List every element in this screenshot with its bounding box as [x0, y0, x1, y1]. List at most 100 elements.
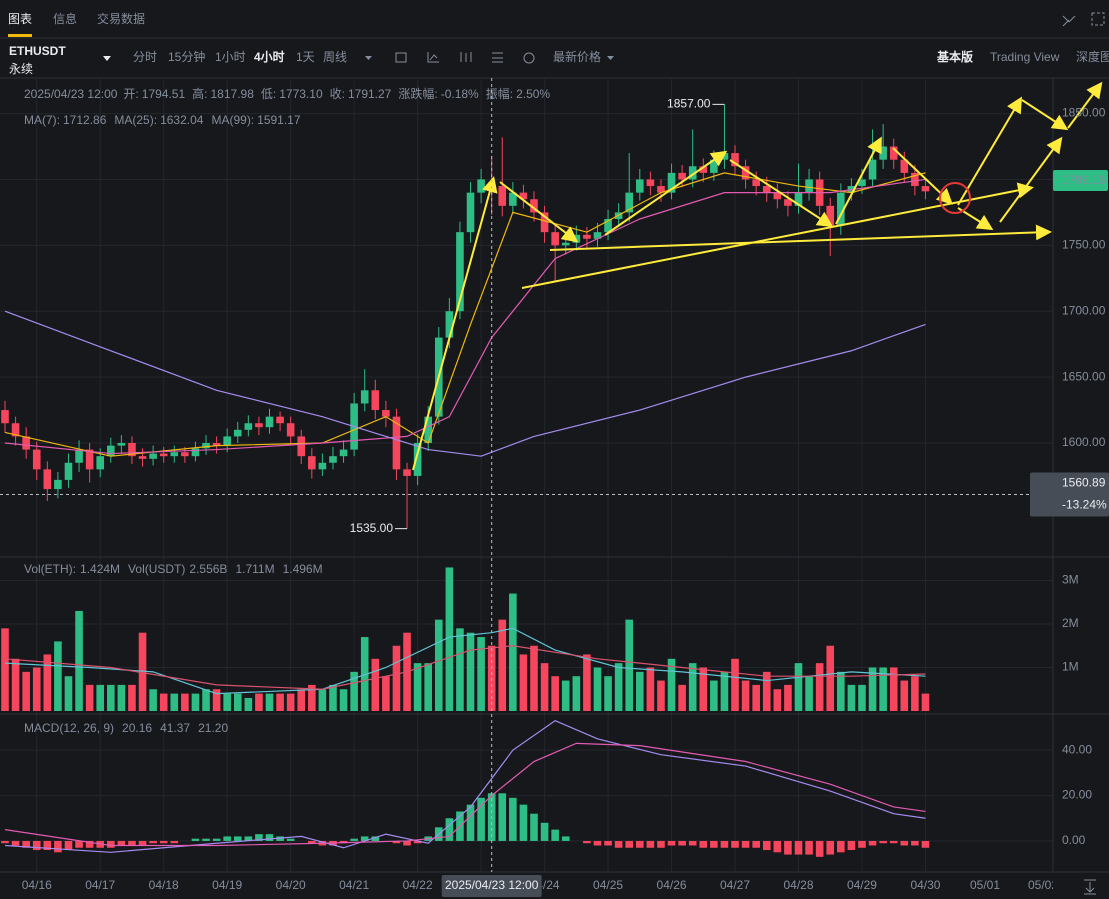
candle-body — [286, 423, 295, 437]
volume-bar — [699, 667, 708, 711]
volume-bar — [276, 693, 284, 711]
candle-body — [762, 186, 771, 193]
candle-body — [509, 192, 517, 206]
volume-bar — [233, 693, 242, 711]
volume-bar — [43, 654, 52, 711]
candle-body — [128, 442, 136, 457]
vol-key: Vol(ETH): — [24, 562, 76, 576]
interval[interactable]: 15分钟 — [168, 49, 205, 64]
candle-body — [699, 166, 708, 173]
macd-bar — [773, 840, 782, 853]
view-option[interactable]: Trading View — [990, 50, 1060, 64]
volume-bar — [445, 567, 454, 711]
volume-bar — [424, 663, 432, 711]
symbol: ETHUSDT — [9, 44, 66, 58]
macd-bar — [688, 840, 697, 846]
macd-bar — [837, 840, 845, 853]
candle-body — [43, 469, 52, 490]
x-tick-label: 04/19 — [212, 878, 242, 892]
candle-body — [445, 311, 454, 338]
interval[interactable]: 1小时 — [215, 50, 246, 64]
layout-icon[interactable] — [1091, 12, 1105, 26]
toolbar-icons[interactable] — [395, 52, 535, 64]
interval[interactable]: 1天 — [296, 50, 315, 64]
candle-body — [382, 410, 390, 417]
info-key: 振幅: — [486, 86, 513, 101]
x-tick-label: 04/21 — [339, 878, 369, 892]
macd-bar — [11, 840, 20, 846]
volume-bar — [265, 693, 274, 711]
tab[interactable]: 图表 — [8, 12, 32, 26]
view-option[interactable]: 基本版 — [936, 49, 973, 64]
volume-bar — [96, 684, 105, 711]
interval-caret[interactable] — [365, 56, 372, 60]
macd-bar — [625, 840, 634, 848]
x-tick-label: 04/27 — [720, 878, 750, 892]
candle-body — [731, 153, 739, 167]
price-type[interactable]: 最新价格 — [553, 49, 601, 64]
volume-bar — [636, 671, 644, 711]
symbol-caret[interactable] — [103, 56, 111, 61]
interval[interactable]: 周线 — [323, 50, 347, 64]
candle-body — [900, 159, 909, 173]
volume-bar — [138, 632, 147, 711]
macd-bar — [117, 840, 126, 846]
macd-bar — [805, 840, 813, 855]
info-key: 涨跌幅: — [398, 86, 437, 101]
volume-bar — [784, 684, 792, 711]
macd-bar — [85, 840, 94, 848]
volume-bar — [159, 693, 168, 711]
candle-body — [911, 172, 919, 187]
candle-body — [646, 179, 655, 187]
ma-value: 1591.17 — [257, 113, 301, 127]
macd-bar — [223, 836, 231, 841]
interval[interactable]: 分时 — [133, 50, 157, 64]
volume-bar — [741, 680, 750, 711]
volume-bar — [498, 619, 507, 711]
volume-bar — [509, 593, 517, 711]
macd-bar — [889, 840, 898, 844]
candle-body — [149, 453, 157, 459]
candle-body — [519, 192, 528, 200]
tab[interactable]: 交易数据 — [97, 11, 145, 26]
axis-settings-icon[interactable] — [1084, 879, 1096, 895]
interval[interactable]: 4小时 — [254, 49, 285, 64]
volume-bar — [181, 693, 189, 711]
candle-body — [794, 192, 803, 206]
candle-body — [593, 232, 602, 239]
candle-body — [54, 479, 62, 490]
candle-body — [889, 146, 898, 160]
candle-body — [32, 449, 41, 470]
candle-body — [477, 179, 485, 193]
volume-bar — [434, 619, 443, 711]
candle-body — [583, 234, 591, 239]
collapse-icon[interactable] — [1062, 15, 1076, 27]
macd-bar — [308, 840, 316, 844]
candle-body — [371, 390, 380, 411]
volume-bar — [202, 689, 210, 711]
info-value: 2.50% — [516, 87, 550, 101]
info-value: 1817.98 — [211, 87, 255, 101]
macd-bar — [445, 818, 454, 841]
info-date: 2025/04/23 12:00 — [24, 87, 118, 101]
macd-bar — [233, 836, 242, 841]
macd-bar — [699, 840, 708, 848]
price-caret[interactable] — [607, 56, 614, 60]
macd-bar — [636, 840, 644, 848]
macd-bar — [138, 840, 147, 846]
candle-body — [540, 212, 549, 233]
macd-line — [4, 719, 926, 853]
candle-body — [466, 192, 475, 233]
macd-bar — [762, 840, 771, 851]
macd-bar — [858, 840, 866, 848]
candle-body — [667, 172, 676, 193]
volume-bar — [720, 671, 729, 711]
candle-body — [551, 232, 559, 246]
view-option[interactable]: 深度图 — [1076, 49, 1109, 64]
tab[interactable]: 信息 — [53, 11, 77, 26]
volume-bar — [128, 684, 136, 711]
volume-bar — [868, 667, 877, 711]
volume-bar — [32, 667, 41, 711]
volume-bar — [54, 641, 62, 711]
